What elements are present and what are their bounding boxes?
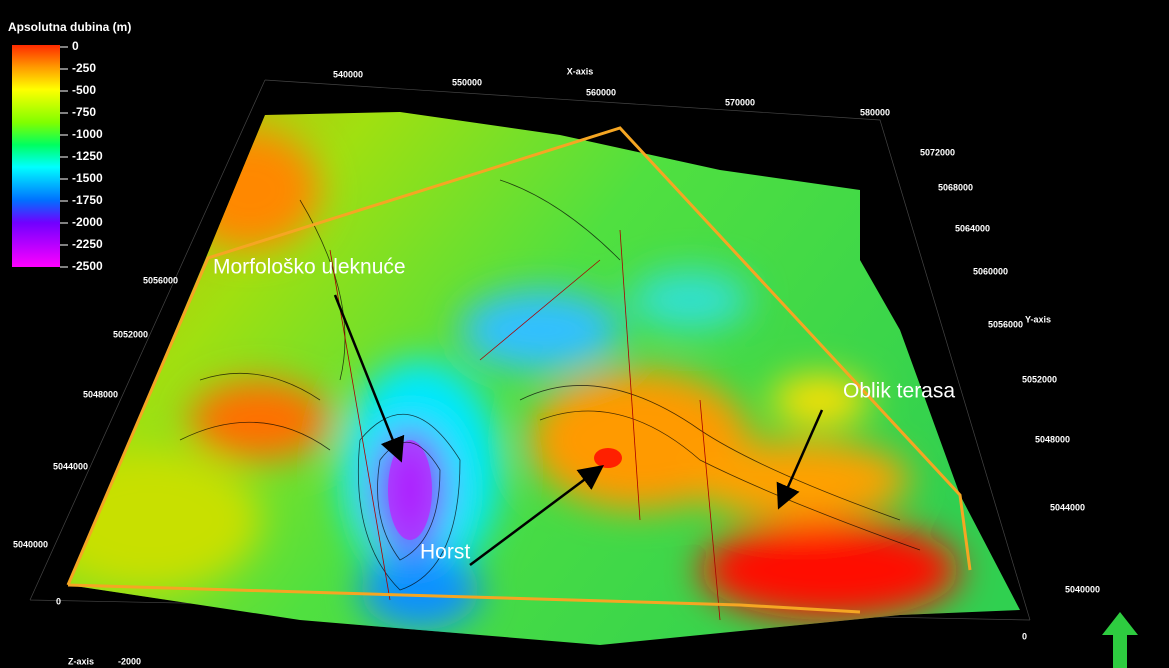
y-tick-label: 5056000 bbox=[988, 319, 1023, 329]
y-axis-title: Y-axis bbox=[1025, 314, 1051, 324]
z-tick-label: 0 bbox=[1022, 631, 1027, 641]
x-tick-label: 540000 bbox=[333, 69, 363, 79]
legend-label: -1750 bbox=[72, 193, 103, 207]
y-tick-label: 5048000 bbox=[1035, 434, 1070, 444]
y-tick-label: 5044000 bbox=[1050, 502, 1085, 512]
legend-label: -1250 bbox=[72, 149, 103, 163]
y-tick-label: 5048000 bbox=[83, 389, 118, 399]
legend-label: -1000 bbox=[72, 127, 103, 141]
y-tick-label: 5044000 bbox=[53, 461, 88, 471]
legend-label: -1500 bbox=[72, 171, 103, 185]
z-tick-label: 0 bbox=[56, 596, 61, 606]
y-tick-label: 5060000 bbox=[973, 266, 1008, 276]
legend-label: -2000 bbox=[72, 215, 103, 229]
x-axis-title: X-axis bbox=[567, 66, 594, 76]
y-tick-label: 5068000 bbox=[938, 182, 973, 192]
annotation: Morfološko uleknuće bbox=[213, 256, 406, 279]
y-tick-label: 5072000 bbox=[920, 147, 955, 157]
y-tick-label: 5052000 bbox=[1022, 374, 1057, 384]
north-arrow bbox=[1102, 612, 1138, 668]
legend-label: -2250 bbox=[72, 237, 103, 251]
x-tick-label: 550000 bbox=[452, 77, 482, 87]
color-bar bbox=[12, 45, 60, 267]
legend-label: 0 bbox=[72, 39, 79, 53]
y-tick-label: 5040000 bbox=[13, 539, 48, 549]
y-tick-label: 5052000 bbox=[113, 329, 148, 339]
legend-label: -500 bbox=[72, 83, 96, 97]
z-tick-label: -2000 bbox=[118, 656, 141, 666]
y-tick-label: 5040000 bbox=[1065, 584, 1100, 594]
annotation-arrows bbox=[333, 294, 824, 567]
legend-title: Apsolutna dubina (m) bbox=[8, 20, 131, 34]
legend-label: -2500 bbox=[72, 259, 103, 273]
legend-label: -250 bbox=[72, 61, 96, 75]
x-tick-label: 570000 bbox=[725, 97, 755, 107]
x-tick-label: 560000 bbox=[586, 87, 616, 97]
annotation: Oblik terasa bbox=[843, 380, 955, 403]
z-axis-title: Z-axis bbox=[68, 656, 94, 666]
legend-label: -750 bbox=[72, 105, 96, 119]
x-tick-label: 580000 bbox=[860, 107, 890, 117]
y-tick-label: 5064000 bbox=[955, 223, 990, 233]
study-area-outline bbox=[66, 126, 972, 614]
y-tick-label: 5056000 bbox=[143, 275, 178, 285]
annotation: Horst bbox=[420, 541, 470, 564]
